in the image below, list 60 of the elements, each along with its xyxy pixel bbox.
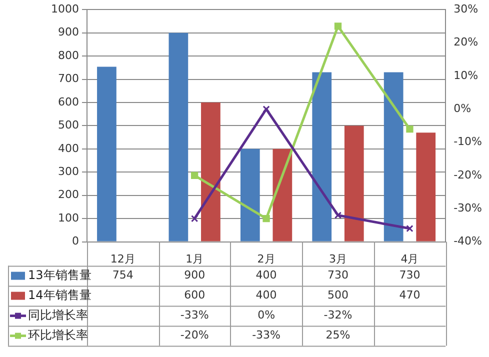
data-label: -33% (180, 308, 209, 322)
y-tick-label: 400 (58, 142, 79, 155)
bar (416, 132, 436, 242)
data-label: 730 (328, 268, 349, 282)
data-label: 600 (184, 288, 206, 302)
data-label: 0% (258, 308, 276, 322)
bar (201, 102, 220, 242)
y-tick-label: 500 (58, 118, 79, 132)
x-tick-label: 2月 (257, 252, 276, 266)
bar (97, 66, 116, 242)
data-label: 470 (399, 288, 420, 302)
data-label: 25% (326, 328, 350, 342)
legend-label: 环比增长率 (28, 328, 88, 342)
y-tick-label: 200 (58, 188, 79, 202)
data-label: 900 (184, 268, 206, 282)
y2-tick-label: 0% (454, 102, 472, 115)
y-tick-label: 100 (58, 211, 79, 224)
y-tick-label: 300 (58, 165, 79, 178)
data-label: 400 (256, 288, 277, 302)
bar (344, 126, 364, 242)
bar (312, 72, 332, 242)
bar (272, 148, 292, 242)
legend-label: 同比增长率 (28, 308, 88, 322)
point (334, 22, 342, 30)
y2-tick-label: -10% (454, 135, 482, 148)
y-tick-label: 600 (58, 95, 79, 108)
point (262, 215, 270, 222)
data-label: -32% (324, 308, 352, 322)
y2-tick-label: -20% (454, 168, 482, 182)
data-label: -20% (180, 328, 209, 342)
data-label: 730 (399, 268, 420, 282)
x-tick-label: 1月 (186, 252, 204, 266)
point (262, 106, 270, 113)
data-label: -33% (252, 328, 280, 342)
data-label: 400 (256, 268, 277, 282)
x-tick-label: 3月 (329, 252, 348, 266)
point (334, 212, 342, 219)
y2-tick-label: 10% (454, 68, 478, 82)
y-tick-label: 1000 (50, 2, 79, 16)
y-tick-label: 0 (72, 234, 79, 248)
data-label: 500 (328, 288, 349, 302)
bar (240, 148, 260, 242)
point (406, 125, 414, 133)
data-label: 754 (112, 268, 134, 282)
y2-tick-label: -30% (454, 201, 482, 214)
point (190, 172, 198, 180)
legend-label: 13年销售量 (28, 268, 92, 282)
point (190, 215, 198, 222)
x-tick-label: 12月 (110, 252, 136, 266)
bar (384, 72, 404, 242)
y2-tick-label: 20% (454, 36, 478, 49)
point (406, 224, 414, 232)
legend-label: 14年销售量 (28, 288, 92, 302)
bar (168, 32, 188, 242)
y-tick-label: 700 (58, 72, 79, 86)
y2-tick-label: 30% (454, 2, 478, 16)
y2-tick-label: -40% (454, 234, 482, 248)
y-tick-label: 900 (58, 26, 79, 39)
y-tick-label: 800 (58, 48, 79, 62)
x-tick-label: 4月 (400, 252, 419, 266)
